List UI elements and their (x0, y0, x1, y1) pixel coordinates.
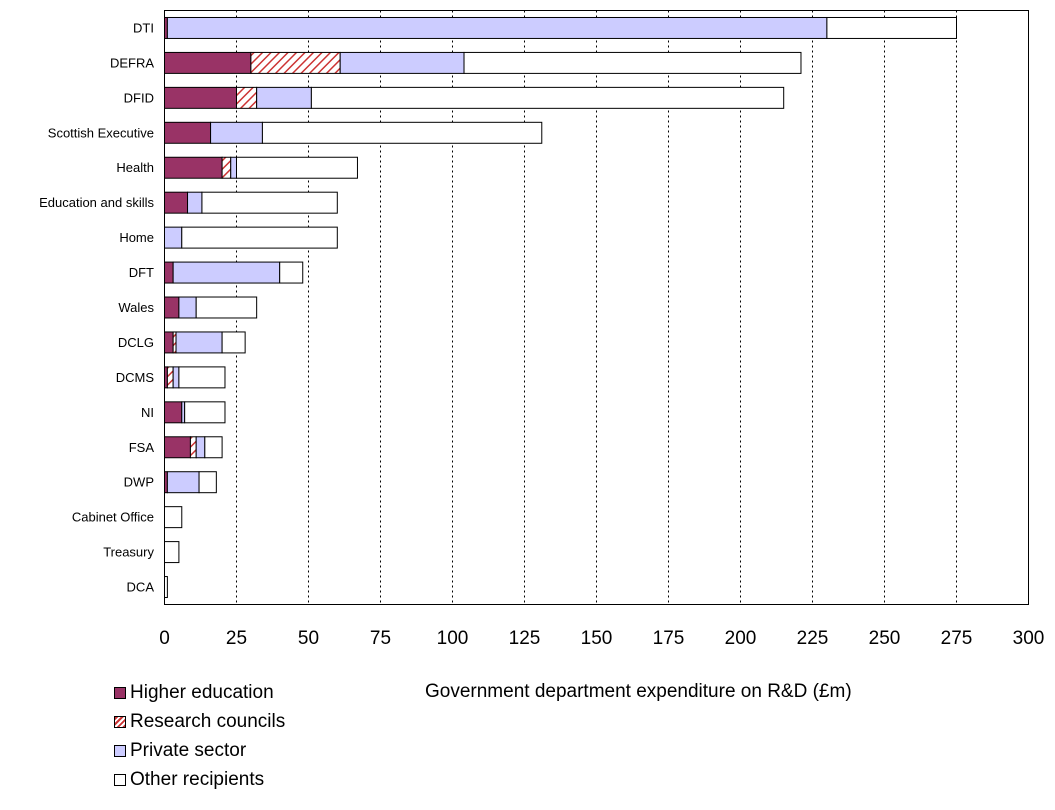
grid-lines (236, 10, 957, 605)
bar-segment-private-sector (164, 226, 183, 249)
bar-segment-private-sector (195, 436, 206, 459)
category-label: DCA (127, 580, 155, 595)
legend-swatch (114, 686, 126, 699)
category-label: Scottish Executive (48, 125, 154, 140)
category-label: Cabinet Office (72, 510, 154, 525)
bar-segment-private-sector (166, 471, 200, 494)
bar-segment-higher-education (164, 86, 237, 109)
legend-item: Other recipients (114, 765, 285, 794)
bar-segment-other-recipients (261, 121, 543, 144)
bar-segment-higher-education (164, 121, 212, 144)
bar-segment-other-recipients (164, 541, 180, 564)
bar-segment-higher-education (164, 331, 174, 354)
bar-segment-higher-education (164, 156, 223, 179)
bar-segment-private-sector (166, 16, 828, 39)
bar-segment-other-recipients (826, 16, 958, 39)
category-label: NI (141, 405, 154, 420)
bar-segment-private-sector (175, 331, 223, 354)
legend-swatch (114, 773, 126, 786)
x-tick-label: 300 (1013, 628, 1045, 649)
category-label: DWP (124, 475, 154, 490)
bar-segment-other-recipients (310, 86, 785, 109)
bar-segment-research-councils (221, 156, 232, 179)
bar-segment-other-recipients (181, 226, 338, 249)
category-labels: DTI DEFRA DFID Scottish Executive Health Educ… (39, 20, 154, 594)
legend-label: Research councils (130, 710, 286, 732)
bar-segment-private-sector (187, 191, 203, 214)
category-label: Education and skills (39, 195, 154, 210)
bar-segment-private-sector (172, 366, 180, 389)
bar-segment-research-councils (166, 366, 174, 389)
category-label: DFID (124, 90, 154, 105)
bar-segment-higher-education (164, 191, 189, 214)
legend-swatch (114, 715, 126, 728)
x-tick-label: 225 (797, 628, 829, 649)
x-tick-label: 75 (370, 628, 391, 649)
category-label: Wales (118, 300, 154, 315)
bar-segment-higher-education (164, 401, 183, 424)
x-axis-label: Government department expenditure on R&D… (425, 681, 852, 702)
bar-segment-other-recipients (164, 506, 183, 529)
bar-segment-other-recipients (221, 331, 246, 354)
bar-segment-other-recipients (184, 401, 226, 424)
bar-segment-private-sector (339, 51, 465, 74)
bar-segment-other-recipients (463, 51, 802, 74)
bar-segment-private-sector (178, 296, 197, 319)
legend-item: Private sector (114, 736, 285, 765)
legend-label: Higher education (130, 681, 274, 703)
legend: Higher education Research councils Private… (114, 678, 285, 794)
x-tick-label: 250 (869, 628, 901, 649)
category-label: DFT (129, 265, 154, 280)
x-tick-label: 275 (941, 628, 973, 649)
bar-segment-research-councils (189, 436, 197, 459)
bar-segment-higher-education (164, 51, 252, 74)
bar-segment-other-recipients (279, 261, 304, 284)
category-label: DEFRA (110, 55, 154, 70)
bar-segment-other-recipients (195, 296, 258, 319)
x-tick-label: 175 (653, 628, 685, 649)
bar-segment-private-sector (210, 121, 263, 144)
category-label: Treasury (103, 545, 154, 560)
bar-segment-other-recipients (178, 366, 226, 389)
x-tick-label: 200 (725, 628, 757, 649)
bar-segment-private-sector (256, 86, 312, 109)
legend-swatch (114, 744, 126, 757)
bar-segment-private-sector (172, 261, 281, 284)
bar-segment-other-recipients (164, 576, 168, 599)
bar-segment-other-recipients (204, 436, 223, 459)
legend-label: Other recipients (130, 768, 265, 790)
x-tick-label: 25 (226, 628, 247, 649)
x-tick-label: 125 (509, 628, 541, 649)
bar-segment-other-recipients (236, 156, 358, 179)
bar-segment-research-councils (250, 51, 341, 74)
category-label: FSA (129, 440, 155, 455)
category-label: Home (119, 230, 154, 245)
legend-item: Research councils (114, 707, 285, 736)
bar-segment-other-recipients (198, 471, 217, 494)
bar-segment-private-sector (230, 156, 238, 179)
x-tick-label: 0 (159, 628, 170, 649)
bars (164, 16, 958, 599)
x-tick-label: 150 (581, 628, 613, 649)
legend-label: Private sector (130, 739, 247, 761)
bar-segment-other-recipients (201, 191, 338, 214)
category-label: DTI (133, 20, 154, 35)
bar-segment-research-councils (236, 86, 258, 109)
x-tick-label: 100 (437, 628, 469, 649)
x-tick-labels: 0 25 50 75 100 125 150 175 200 225 250 275 300 (159, 628, 1044, 649)
category-label: DCMS (116, 370, 155, 385)
bar-segment-higher-education (164, 261, 174, 284)
category-label: DCLG (118, 335, 154, 350)
x-tick-label: 50 (298, 628, 319, 649)
bar-segment-higher-education (164, 296, 180, 319)
bar-segment-higher-education (164, 436, 191, 459)
legend-item: Higher education (114, 678, 285, 707)
category-label: Health (116, 160, 154, 175)
